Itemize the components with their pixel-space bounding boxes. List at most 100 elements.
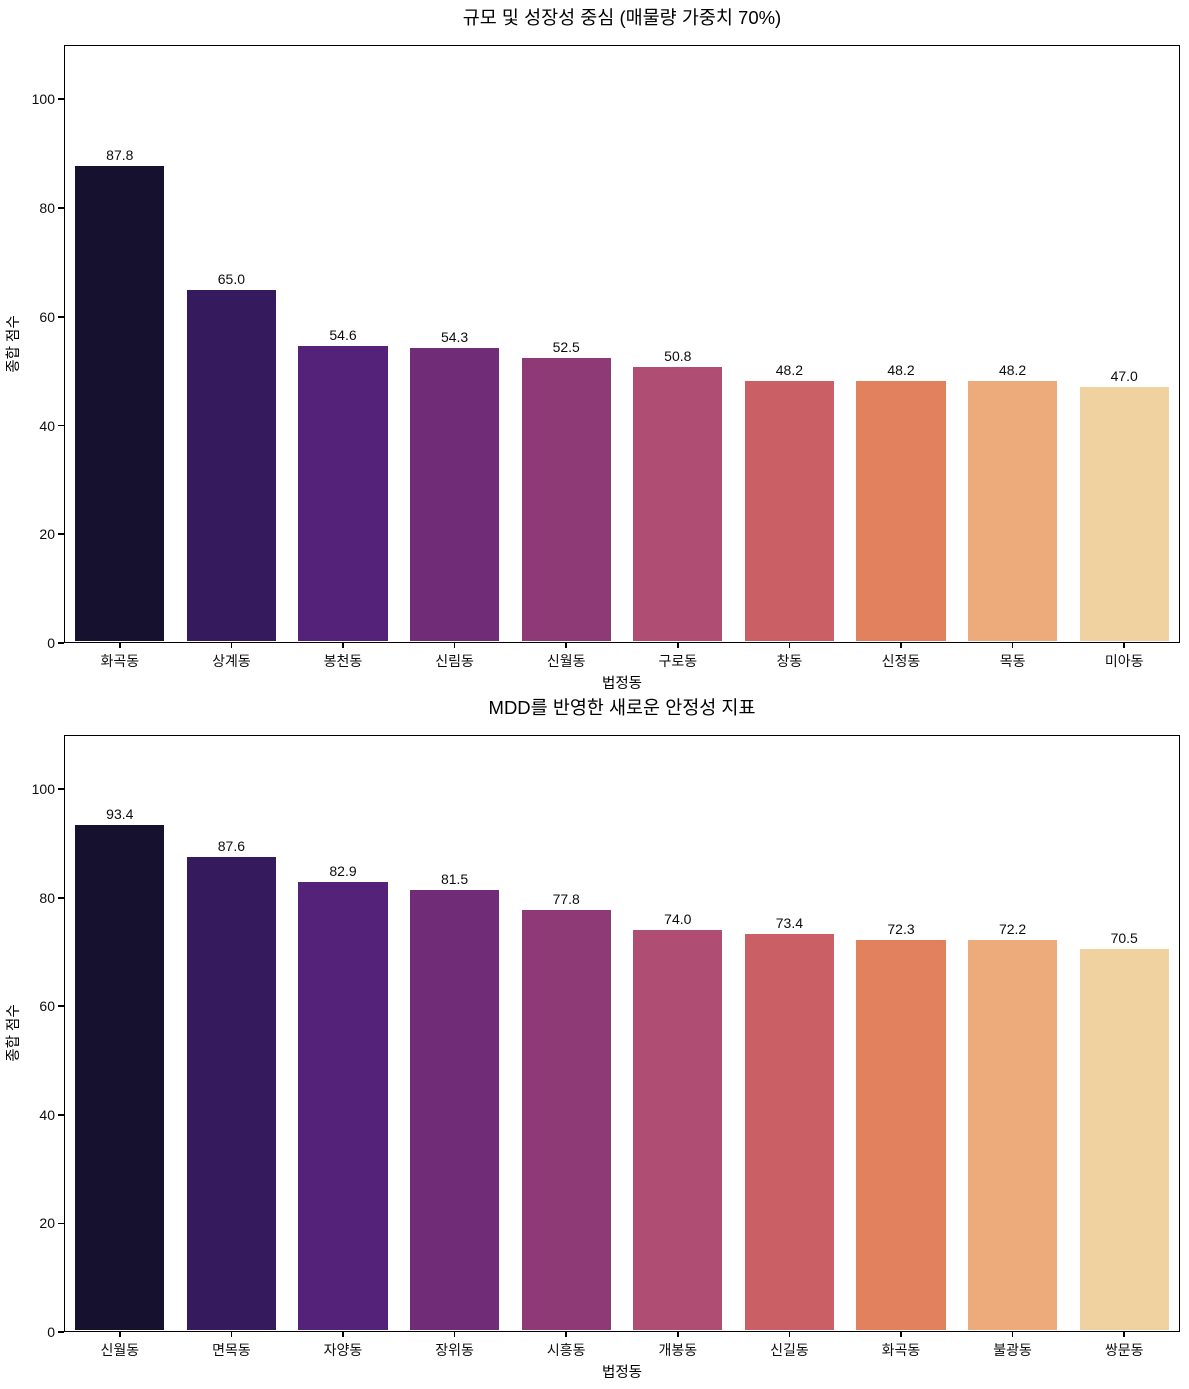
x-tick-mark (565, 1332, 568, 1337)
bar-value-label: 73.4 (775, 914, 804, 931)
chart2-x-axis-label: 법정동 (601, 1365, 643, 1381)
x-tick-label: 신정동 (881, 653, 921, 669)
bar (75, 825, 165, 1330)
x-tick-mark (342, 1332, 344, 1337)
y-tick-mark (58, 896, 64, 899)
x-tick-label: 상계동 (212, 653, 251, 669)
x-tick-mark (676, 1332, 679, 1337)
x-tick-label: 신월동 (546, 653, 586, 669)
y-tick-mark (58, 315, 64, 318)
y-tick-mark (58, 1114, 64, 1116)
x-tick-mark (1011, 643, 1014, 648)
y-tick-label: 20 (39, 526, 55, 543)
x-tick-mark (118, 1332, 121, 1337)
x-tick-mark (1011, 1332, 1014, 1337)
bar-value-label: 54.6 (329, 327, 357, 344)
bar (409, 889, 500, 1330)
y-tick-label: 40 (39, 1106, 55, 1123)
bar-value-label: 50.8 (664, 347, 692, 364)
y-tick-mark (58, 207, 64, 209)
y-tick-mark (58, 788, 64, 791)
bar-value-label: 82.9 (329, 863, 357, 880)
bar-value-label: 72.2 (998, 921, 1027, 938)
x-tick-mark (1123, 643, 1126, 648)
x-tick-label: 신월동 (100, 1342, 140, 1358)
bar (75, 165, 165, 641)
bar (856, 939, 946, 1330)
bar-value-label: 48.2 (887, 361, 915, 378)
x-tick-mark (1123, 1332, 1126, 1337)
chart1-title: 규모 및 성장성 중심 (매물량 가중치 70%) (462, 7, 782, 28)
x-tick-label: 미아동 (1104, 653, 1144, 669)
bar-value-label: 72.3 (887, 920, 915, 937)
x-tick-mark (788, 1332, 791, 1337)
y-tick-label: 60 (39, 998, 55, 1015)
x-tick-label: 면목동 (212, 1342, 251, 1358)
x-tick-mark (230, 1332, 233, 1337)
chart2-title: MDD를 반영한 새로운 안정성 지표 (488, 697, 756, 718)
y-tick-mark (58, 533, 64, 536)
bar (744, 933, 835, 1330)
y-tick-mark (58, 424, 64, 427)
bar-value-label: 65.0 (217, 270, 246, 287)
bar-value-label: 87.6 (217, 837, 246, 854)
bar (186, 856, 277, 1330)
x-tick-label: 시흥동 (546, 1342, 586, 1358)
bar (744, 380, 835, 641)
bar-value-label: 70.5 (1110, 930, 1138, 947)
bar (298, 882, 388, 1330)
x-tick-mark (342, 643, 344, 648)
y-tick-label: 0 (47, 1324, 55, 1340)
bar-value-label: 48.2 (775, 361, 804, 378)
x-tick-label: 불광동 (993, 1342, 1032, 1358)
bar (521, 909, 611, 1330)
x-tick-label: 목동 (999, 653, 1026, 669)
bar (186, 289, 277, 641)
x-tick-label: 구로동 (658, 653, 698, 669)
x-tick-label: 창동 (776, 653, 803, 669)
bar (967, 380, 1058, 641)
x-tick-label: 신길동 (770, 1342, 809, 1358)
bar (633, 366, 723, 641)
bar-value-label: 81.5 (440, 870, 469, 887)
y-tick-label: 0 (47, 635, 55, 651)
x-tick-label: 자양동 (323, 1342, 363, 1358)
x-tick-mark (676, 643, 679, 648)
x-tick-mark (453, 1332, 456, 1337)
y-tick-label: 100 (31, 781, 55, 798)
bar-value-label: 48.2 (998, 361, 1027, 378)
x-tick-label: 장위동 (435, 1342, 474, 1358)
y-tick-mark (58, 98, 64, 101)
bar-value-label: 47.0 (1110, 368, 1138, 385)
y-tick-mark (58, 1331, 64, 1333)
y-tick-mark (58, 1005, 64, 1008)
y-tick-label: 20 (39, 1215, 55, 1232)
bar-value-label: 87.8 (106, 146, 134, 163)
y-tick-label: 80 (39, 200, 55, 217)
y-tick-label: 40 (39, 417, 55, 434)
chart1-y-axis-label: 종합 점수 (6, 315, 22, 373)
y-tick-label: 80 (39, 889, 55, 906)
x-tick-mark (900, 643, 902, 648)
x-tick-label: 화곡동 (100, 653, 140, 669)
bar (1079, 387, 1169, 641)
y-tick-label: 100 (31, 91, 55, 108)
bar-value-label: 52.5 (552, 338, 580, 355)
bar (967, 940, 1058, 1330)
bar (633, 930, 723, 1330)
bar (409, 347, 500, 641)
bar-value-label: 54.3 (440, 328, 469, 345)
chart2-y-axis-label: 종합 점수 (6, 1004, 22, 1062)
bar (1079, 949, 1169, 1330)
y-tick-mark (58, 642, 64, 644)
x-tick-mark (230, 643, 233, 648)
y-tick-label: 60 (39, 308, 55, 325)
bar (521, 357, 611, 641)
x-tick-mark (453, 643, 456, 648)
bar-value-label: 74.0 (664, 911, 692, 928)
bar-value-label: 93.4 (106, 806, 134, 823)
y-tick-mark (58, 1222, 64, 1225)
x-tick-mark (900, 1332, 902, 1337)
x-tick-mark (118, 643, 121, 648)
